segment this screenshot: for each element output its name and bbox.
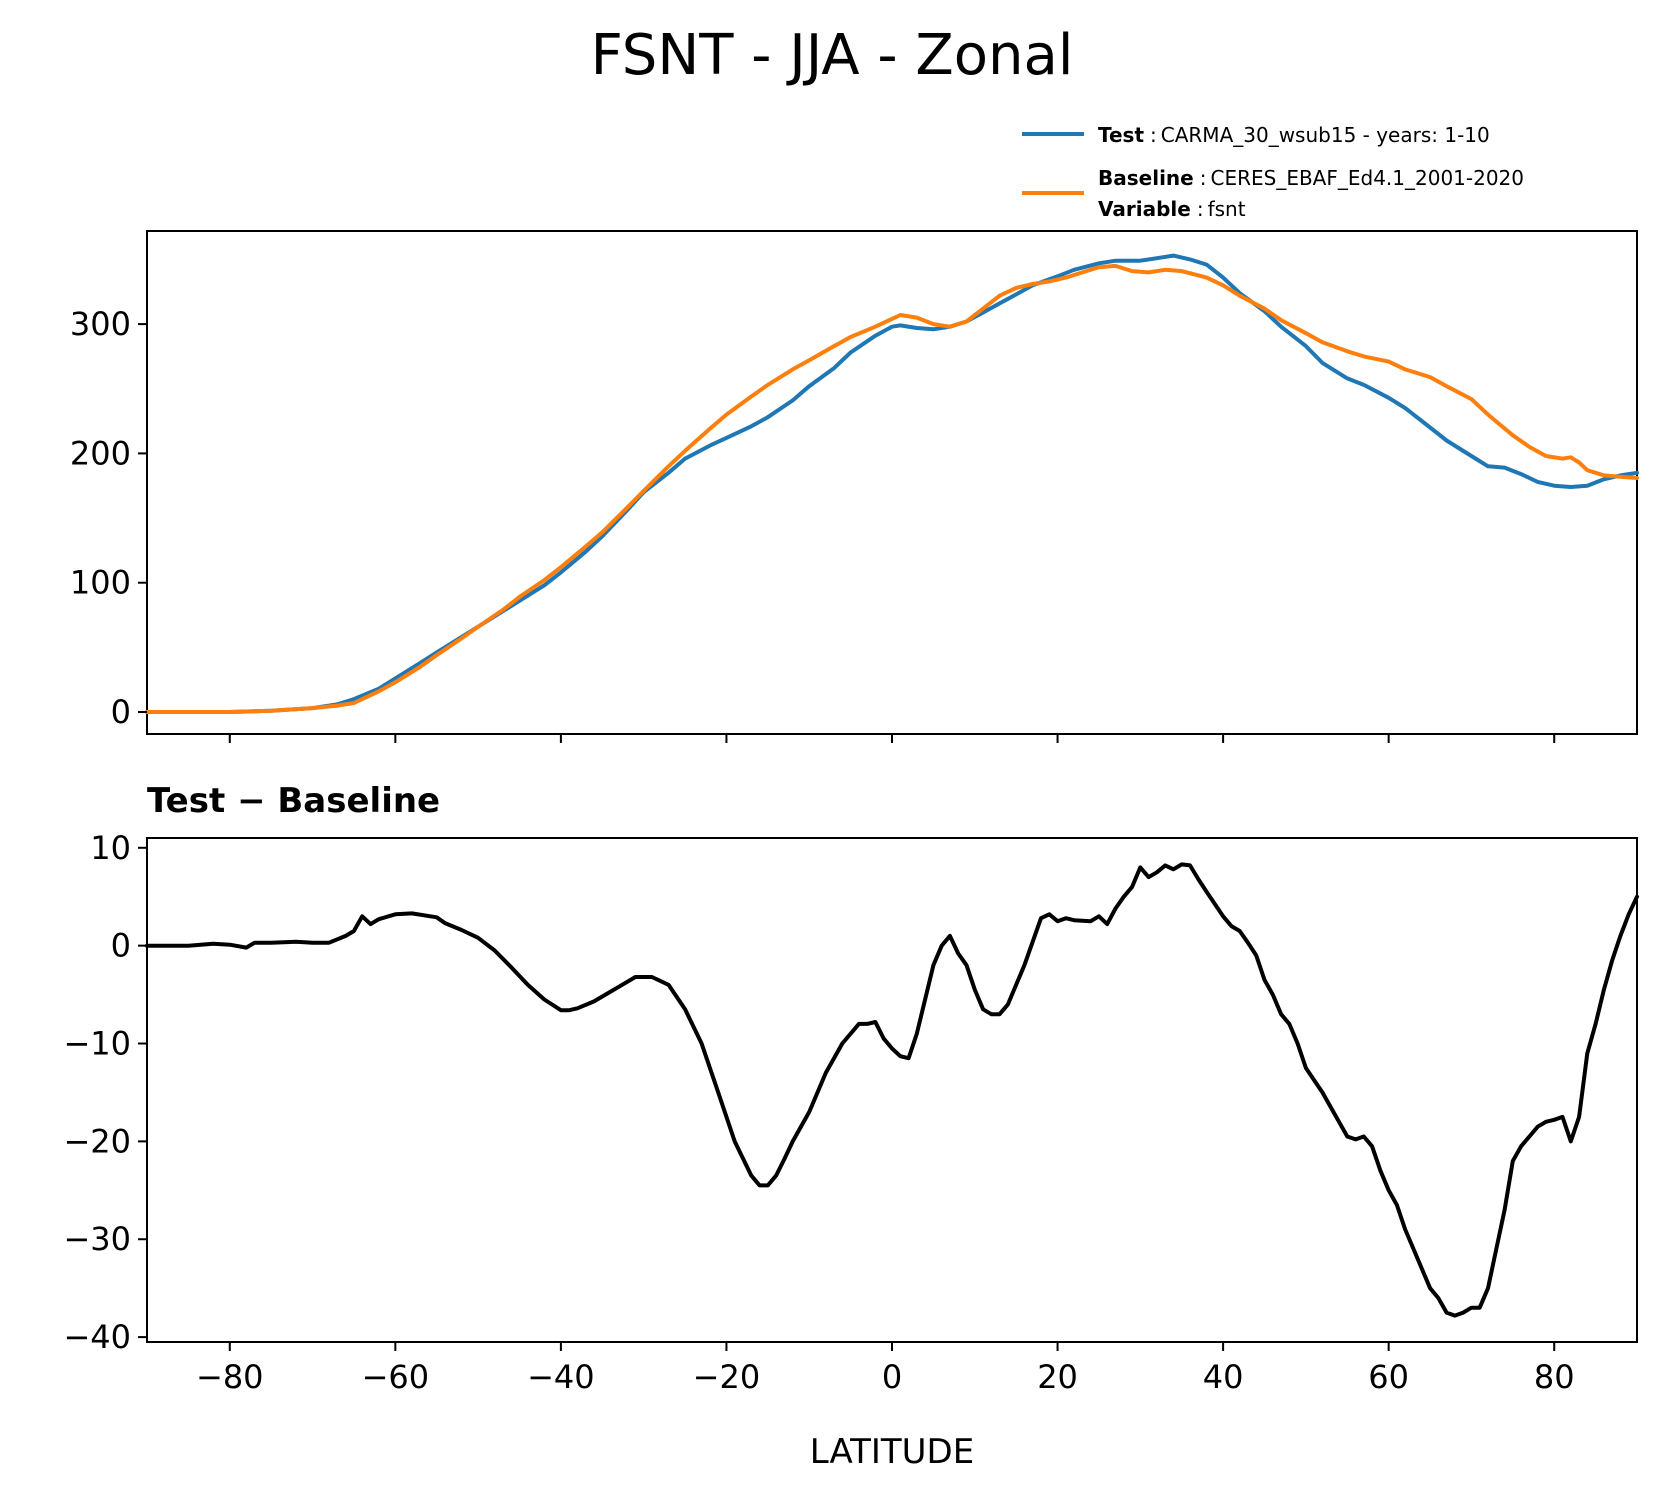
difference-y-tick-label: −40 [63,1318,131,1356]
zonal-mean-y-axis: 0 100 200 300 [70,305,147,731]
figure-title: FSNT - JJA - Zonal [591,23,1074,88]
zonal-mean-y-tick-label: 0 [111,693,131,731]
legend-test-key: Test [1098,123,1144,147]
difference-panel: Test − Baseline 10 0 −10 −20 −30 −40 −80 −60 −4… [63,781,1639,1472]
difference-x-tick-label: 40 [1203,1358,1244,1396]
difference-y-tick-label: 10 [90,829,131,867]
difference-panel-title: Test − Baseline [147,781,440,821]
difference-y-tick-label: 0 [111,927,131,965]
difference-x-tick-label: 0 [882,1358,902,1396]
difference-x-axis: −80 −60 −40 −20 0 20 40 60 80 [196,1342,1575,1396]
difference-y-tick-label: −10 [63,1025,131,1063]
legend-baseline-entry: Baseline: CERES_EBAF_Ed4.1_2001-2020 [1098,166,1524,190]
legend-variable-entry: Variable: fsnt [1098,197,1246,221]
difference-difference-line [145,862,1639,1318]
difference-x-tick-label: −20 [693,1358,761,1396]
zonal-mean-y-tick-label: 100 [70,564,131,602]
zonal-mean-x-axis [228,734,1556,743]
difference-series-group [145,862,1639,1318]
legend-variable-value: fsnt [1208,197,1246,221]
difference-y-axis: 10 0 −10 −20 −30 −40 [63,829,147,1356]
legend-test-value: CARMA_30_wsub15 - years: 1-10 [1161,123,1490,147]
zonal-mean-panel: 0 100 200 300 [70,230,1639,743]
legend-variable-key: Variable [1098,197,1191,221]
difference-x-tick-label: 80 [1534,1358,1575,1396]
legend-baseline-key: Baseline [1098,166,1194,190]
difference-y-tick-label: −20 [63,1122,131,1160]
legend-baseline-value: CERES_EBAF_Ed4.1_2001-2020 [1210,166,1524,190]
legend-test-entry: Test: CARMA_30_wsub15 - years: 1-10 [1098,123,1490,147]
difference-x-tick-label: 60 [1368,1358,1409,1396]
legend: Test: CARMA_30_wsub15 - years: 1-10 Basel… [1022,123,1524,221]
zonal-mean-y-tick-label: 300 [70,305,131,343]
difference-x-tick-label: −40 [527,1358,595,1396]
zonal-mean-y-tick-label: 200 [70,434,131,472]
difference-y-tick-label: −30 [63,1220,131,1258]
difference-x-tick-label: −60 [362,1358,430,1396]
zonal-mean-series-group [145,253,1639,714]
x-axis-label: LATITUDE [810,1432,974,1472]
zonal-mean-baseline-line [145,263,1639,714]
difference-x-tick-label: 20 [1037,1358,1078,1396]
difference-x-tick-label: −80 [196,1358,264,1396]
